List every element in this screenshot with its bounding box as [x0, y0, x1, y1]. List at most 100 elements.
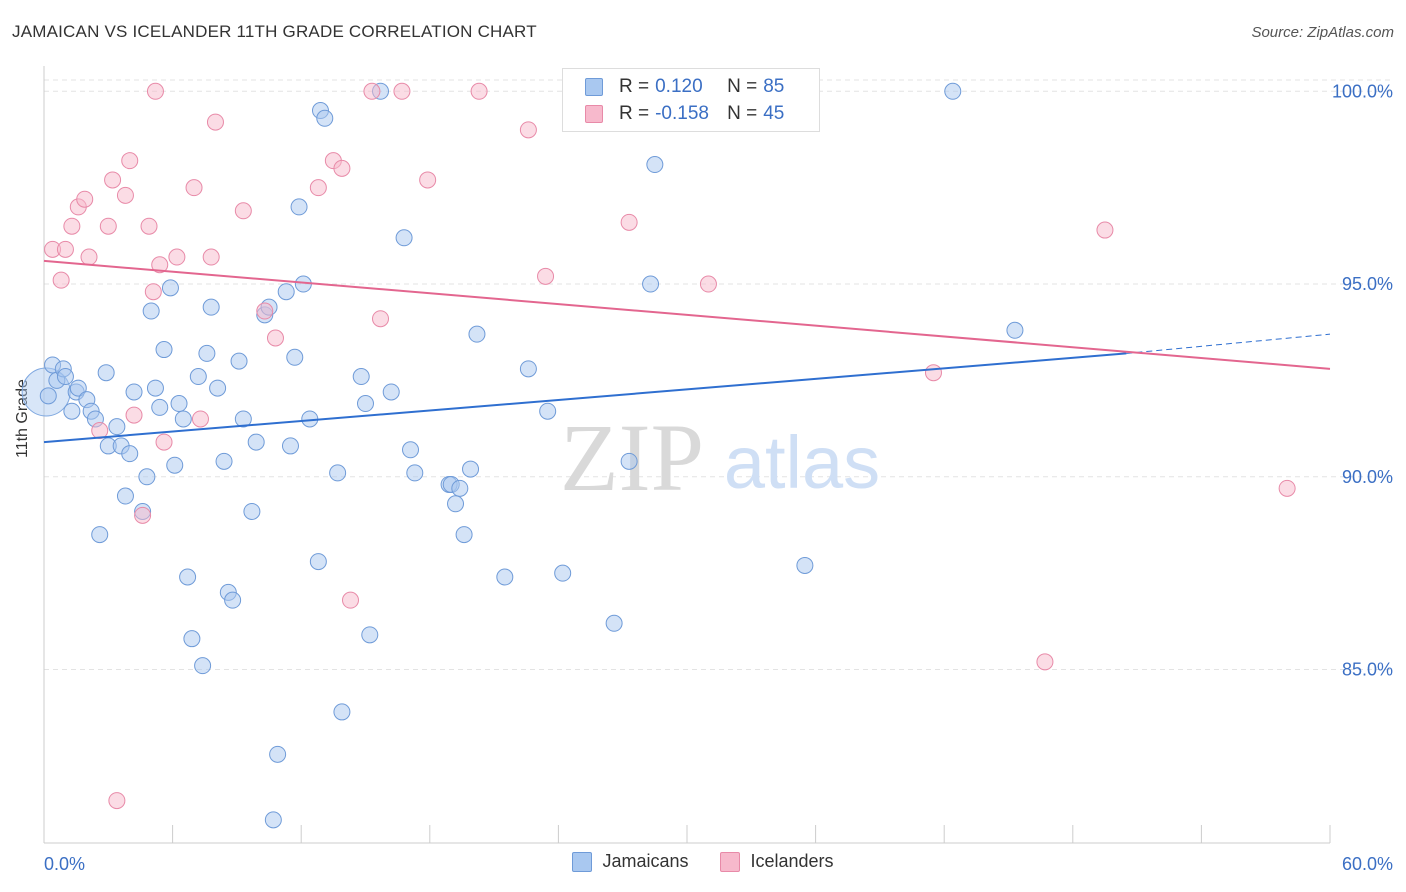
data-point-jamaicans — [174, 410, 192, 428]
stats-legend: R = 0.120 N = 85 R = -0.158 N = 45 — [562, 68, 820, 132]
data-point-jamaicans — [642, 275, 660, 293]
data-point-jamaicans — [247, 433, 265, 451]
data-point-jamaicans — [63, 402, 81, 420]
data-point-jamaicans — [146, 379, 164, 397]
data-point-jamaicans — [277, 283, 295, 301]
chart-title: JAMAICAN VS ICELANDER 11TH GRADE CORRELA… — [12, 22, 537, 41]
data-point-jamaicans — [309, 553, 327, 571]
data-point-icelanders — [121, 152, 139, 170]
legend-r-label: R = — [619, 76, 650, 97]
data-point-jamaicans — [286, 348, 304, 366]
trend-line-icelanders — [43, 259, 1331, 370]
legend-r-label: R = — [619, 103, 650, 124]
data-point-jamaicans — [142, 302, 160, 320]
series-jamaicans — [21, 82, 1024, 829]
trend-line-jamaicans — [43, 352, 1127, 444]
data-point-jamaicans — [125, 383, 143, 401]
data-point-icelanders — [256, 302, 274, 320]
data-point-jamaicans — [224, 591, 242, 609]
data-point-icelanders — [1278, 479, 1296, 497]
data-point-icelanders — [108, 792, 126, 810]
data-point-icelanders — [56, 240, 74, 258]
data-point-icelanders — [924, 364, 942, 382]
data-point-jamaicans — [234, 410, 252, 428]
watermark-atlas: atlas — [724, 421, 880, 504]
legend-swatch-icelanders — [585, 105, 603, 123]
data-point-jamaicans — [462, 460, 480, 478]
legend-row-jamaicans: R = 0.120 N = 85 — [585, 75, 784, 99]
data-point-icelanders — [125, 406, 143, 424]
data-point-icelanders — [76, 190, 94, 208]
data-point-icelanders — [168, 248, 186, 266]
data-point-icelanders — [537, 267, 555, 285]
gridlines — [44, 79, 1390, 671]
data-point-icelanders — [470, 82, 488, 100]
data-point-jamaicans — [646, 156, 664, 174]
data-point-jamaicans — [121, 445, 139, 463]
data-point-icelanders — [393, 82, 411, 100]
data-point-icelanders — [63, 217, 81, 235]
data-point-jamaicans — [357, 395, 374, 413]
data-point-icelanders — [134, 506, 152, 524]
data-point-icelanders — [206, 113, 224, 131]
data-point-icelanders — [185, 179, 203, 197]
data-point-icelanders — [99, 217, 117, 235]
y-tick-label: 85.0% — [1342, 660, 1393, 680]
legend-n-value: 45 — [763, 103, 785, 124]
data-point-icelanders — [146, 82, 164, 100]
data-point-icelanders — [419, 171, 437, 189]
series-icelanders — [44, 82, 1296, 810]
data-point-jamaicans — [56, 368, 74, 386]
source-credit: Source: ZipAtlas.com — [1251, 24, 1394, 41]
data-point-jamaicans — [496, 568, 514, 586]
legend-swatch-jamaicans — [572, 851, 593, 872]
trend-line-jamaicans-extension — [1126, 333, 1331, 354]
data-point-icelanders — [341, 591, 359, 609]
legend-r-value: 0.120 — [655, 76, 703, 97]
data-point-icelanders — [333, 159, 351, 177]
data-point-icelanders — [151, 256, 169, 274]
legend-item-jamaicans[interactable]: Jamaicans — [572, 851, 688, 872]
data-point-icelanders — [52, 271, 70, 289]
data-point-jamaicans — [554, 564, 572, 582]
data-point-icelanders — [372, 310, 390, 328]
legend-swatch-icelanders — [720, 851, 741, 872]
data-point-jamaicans — [281, 437, 299, 455]
data-point-jamaicans — [194, 657, 212, 675]
data-point-jamaicans — [116, 487, 134, 505]
legend-label-icelanders: Icelanders — [750, 851, 834, 871]
data-point-icelanders — [202, 248, 220, 266]
x-tick-label: 60.0% — [1342, 854, 1393, 874]
data-point-jamaicans — [352, 368, 370, 386]
data-point-icelanders — [80, 248, 98, 266]
data-point-icelanders — [519, 121, 537, 139]
data-point-jamaicans — [170, 395, 188, 413]
data-point-jamaicans — [455, 526, 473, 544]
data-point-jamaicans — [1006, 321, 1024, 339]
data-point-jamaicans — [215, 452, 233, 470]
data-point-icelanders — [191, 410, 209, 428]
data-point-jamaicans — [97, 364, 115, 382]
data-point-jamaicans — [108, 418, 126, 436]
data-point-jamaicans — [166, 456, 184, 474]
legend-item-icelanders[interactable]: Icelanders — [720, 851, 834, 872]
legend-n-label: N = — [727, 76, 758, 97]
data-point-jamaicans — [209, 379, 227, 397]
data-point-jamaicans — [91, 526, 109, 544]
series-legend: Jamaicans Icelanders — [0, 851, 1406, 872]
data-point-icelanders — [363, 82, 381, 100]
watermark: ZIP atlas — [560, 404, 880, 511]
data-point-icelanders — [1036, 653, 1054, 671]
data-point-jamaicans — [361, 626, 379, 644]
data-point-jamaicans — [179, 568, 197, 586]
data-point-jamaicans — [138, 468, 156, 486]
data-point-jamaicans — [264, 811, 282, 829]
data-point-icelanders — [234, 202, 252, 220]
data-point-icelanders — [266, 329, 284, 347]
data-point-jamaicans — [333, 703, 351, 721]
data-point-jamaicans — [382, 383, 400, 401]
data-point-jamaicans — [290, 198, 308, 216]
data-point-jamaicans — [202, 298, 220, 316]
y-tick-label: 100.0% — [1332, 81, 1393, 101]
data-point-icelanders — [140, 217, 158, 235]
